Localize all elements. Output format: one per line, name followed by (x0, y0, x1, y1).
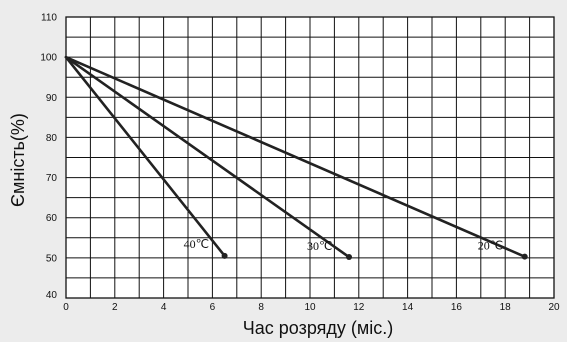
y-axis-label: Ємність(%) (8, 113, 28, 207)
x-tick-label: 14 (402, 302, 414, 313)
plot-frame (65, 16, 555, 299)
y-tick-label: 60 (46, 213, 58, 224)
series-end-point (346, 254, 353, 261)
x-tick-label: 18 (500, 302, 512, 313)
x-tick-label: 12 (353, 302, 365, 313)
y-tick-label: 40 (46, 290, 58, 301)
series-end-point (521, 253, 528, 260)
x-axis-label: Час розряду (міс.) (243, 318, 394, 338)
x-tick-label: 10 (304, 302, 316, 313)
series-group: 40℃ 30℃ 20℃ (64, 55, 528, 261)
x-tick-label: 20 (548, 302, 560, 313)
series-label: 20℃ (478, 239, 503, 253)
y-tick-label: 70 (46, 173, 58, 184)
series-line (64, 55, 527, 258)
series-label: 30℃ (307, 239, 332, 253)
x-tick-label: 4 (161, 302, 167, 313)
series-line (64, 55, 226, 258)
y-tick-label: 50 (46, 253, 58, 264)
series-line (64, 55, 351, 259)
grid (65, 16, 555, 299)
x-tick-label: 0 (63, 302, 69, 313)
y-tick-label: 90 (46, 93, 58, 104)
series-end-point (221, 252, 228, 259)
x-tick-label: 16 (451, 302, 463, 313)
tick-labels: 0 2 4 6 8 10 12 14 16 18 20 40 50 60 70 80 90 100 110 (40, 13, 560, 314)
y-tick-label: 80 (46, 133, 58, 144)
x-tick-label: 8 (258, 302, 264, 313)
x-tick-label: 2 (112, 302, 118, 313)
series-label: 40℃ (184, 237, 209, 251)
y-tick-label: 100 (40, 53, 57, 64)
x-tick-label: 6 (210, 302, 216, 313)
y-tick-label: 110 (41, 13, 57, 24)
